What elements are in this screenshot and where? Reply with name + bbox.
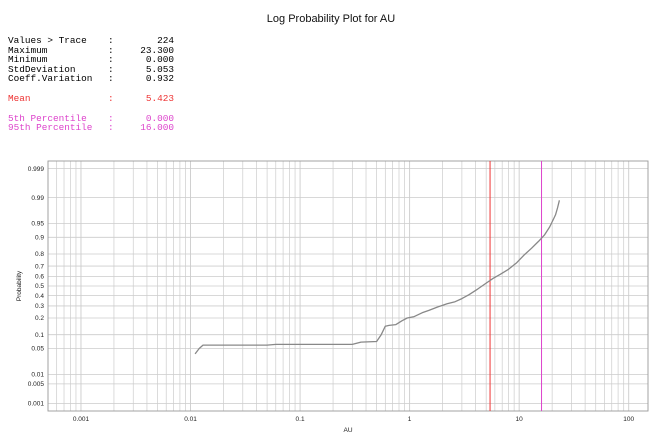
x-tick-label: 100: [623, 416, 634, 423]
stat-value: 0.932: [145, 73, 174, 85]
stat-label: Mean: [8, 92, 31, 104]
statistics-panel: Values > Trace: 224 Maximum: 23.300 Minimu…: [8, 36, 174, 133]
chart-title: Log Probability Plot for AU: [266, 13, 396, 25]
stat-separator: :: [108, 35, 114, 46]
y-tick-label: 0.2: [35, 315, 44, 322]
stat-separator: :: [108, 112, 114, 124]
stat-label: Minimum: [8, 54, 48, 66]
x-tick-label: 0.1: [296, 416, 305, 423]
stat-row-95th-percentile: 95th Percentile: 16.000: [8, 123, 174, 133]
stat-row-values-above-trace: Values > Trace: 224: [8, 36, 174, 46]
stat-row-5th-percentile: 5th Percentile: 0.000: [8, 112, 174, 124]
stat-label: 95th Percentile: [8, 122, 93, 134]
stat-value: 5.423: [145, 92, 174, 104]
x-tick-label: 1: [408, 416, 412, 423]
x-tick-label: 0.001: [73, 416, 90, 423]
y-tick-label: 0.8: [35, 251, 44, 258]
stat-value: 5.053: [145, 63, 174, 75]
y-tick-label: 0.95: [31, 221, 44, 228]
stat-separator: :: [108, 54, 114, 66]
y-tick-label: 0.4: [35, 293, 44, 300]
y-tick-label: 0.1: [35, 332, 44, 339]
stat-separator: :: [108, 63, 114, 75]
stat-value: 23.300: [140, 44, 174, 56]
y-tick-label: 0.01: [31, 372, 44, 379]
y-tick-label: 0.999: [28, 166, 45, 173]
stat-row-coeff-variation: Coeff.Variation: 0.932: [8, 74, 174, 84]
y-tick-label: 0.9: [35, 235, 44, 242]
y-axis-label: Probability: [16, 270, 23, 301]
stat-value: 224: [157, 35, 174, 46]
x-tick-label: 0.01: [184, 416, 197, 423]
stat-label: 5th Percentile: [8, 112, 87, 124]
stat-separator: :: [108, 44, 114, 56]
y-tick-label: 0.05: [31, 346, 44, 353]
stat-row-mean: Mean: 5.423: [8, 94, 174, 104]
stat-value: 0.000: [145, 112, 174, 124]
y-tick-label: 0.7: [35, 263, 44, 270]
stat-label: StdDeviation: [8, 63, 76, 75]
stat-label: Coeff.Variation: [8, 73, 93, 85]
x-tick-label: 10: [516, 416, 524, 423]
stat-row-minimum: Minimum: 0.000: [8, 55, 174, 65]
stat-separator: :: [108, 122, 114, 134]
stat-separator: :: [108, 92, 114, 104]
stat-value: 0.000: [145, 54, 174, 66]
stat-label: Maximum: [8, 44, 48, 56]
stat-row-stddeviation: StdDeviation: 5.053: [8, 65, 174, 75]
y-tick-label: 0.99: [31, 195, 44, 202]
cumulative-probability-curve: [194, 200, 561, 355]
stat-separator: :: [108, 73, 114, 85]
plot-frame: [47, 160, 649, 412]
y-tick-label: 0.6: [35, 274, 44, 281]
stat-label: Values > Trace: [8, 35, 87, 46]
y-tick-label: 0.005: [28, 381, 45, 388]
stat-value: 16.000: [140, 122, 174, 134]
x-axis-label: AU: [343, 427, 352, 434]
y-tick-label: 0.5: [35, 283, 44, 290]
y-tick-label: 0.001: [28, 401, 45, 408]
y-tick-label: 0.3: [35, 303, 44, 310]
stat-row-maximum: Maximum: 23.300: [8, 44, 174, 56]
